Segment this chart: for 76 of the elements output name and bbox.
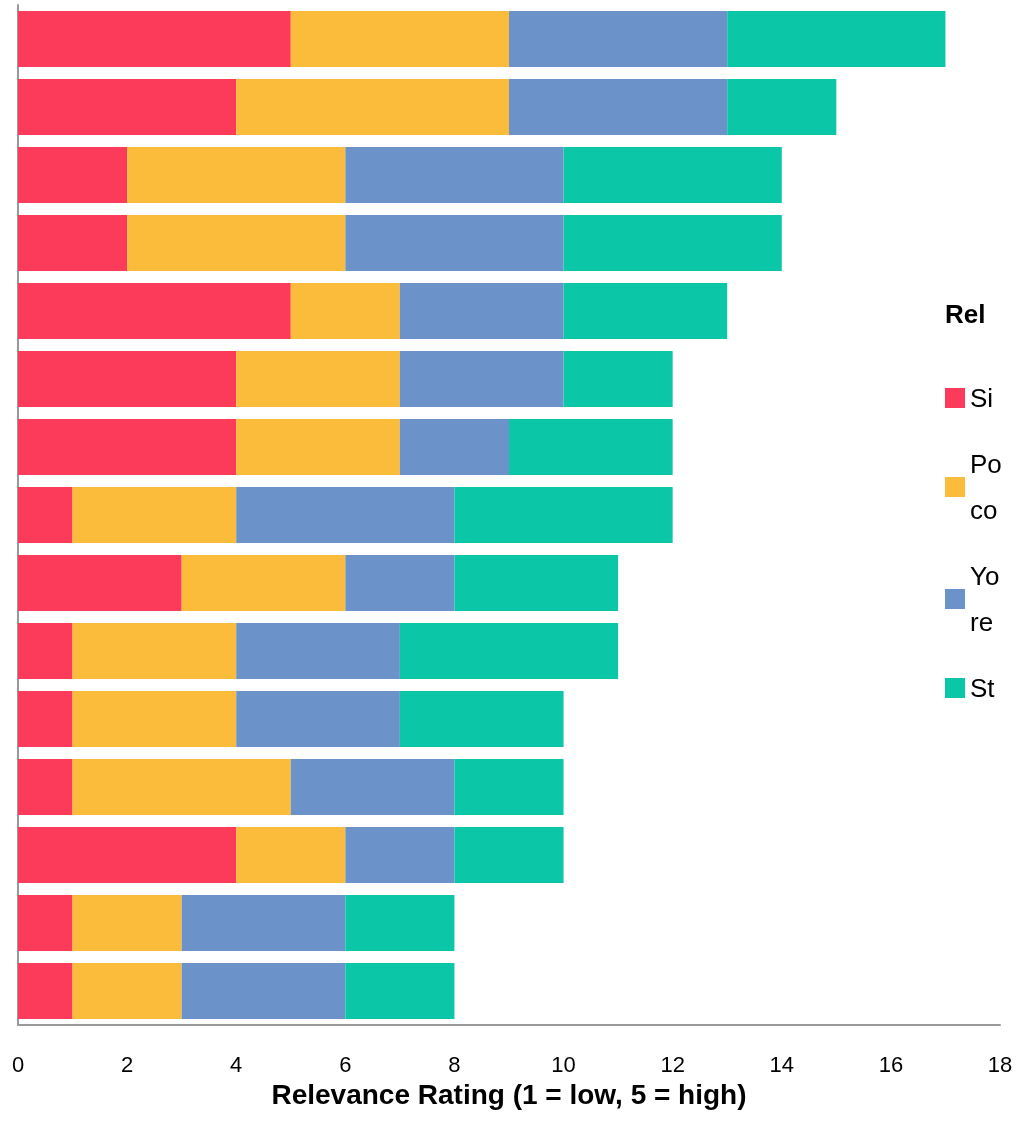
bar	[18, 623, 73, 679]
bar	[290, 283, 400, 339]
bar	[18, 215, 128, 271]
x-tick-label: 6	[339, 1051, 352, 1077]
bar	[236, 827, 346, 883]
bar	[399, 283, 564, 339]
legend-label: Si	[970, 383, 994, 413]
x-tick-label: 18	[987, 1051, 1013, 1077]
x-tick-label: 16	[878, 1051, 904, 1077]
bar	[181, 895, 346, 951]
bar	[345, 895, 455, 951]
bar	[236, 79, 509, 135]
bar	[72, 487, 237, 543]
bar	[18, 419, 237, 475]
bar	[72, 963, 182, 1019]
bar	[72, 895, 182, 951]
bar	[290, 11, 509, 67]
legend-title: Rel	[945, 299, 986, 329]
bar	[563, 147, 782, 203]
bar	[509, 419, 673, 475]
bar	[18, 351, 237, 407]
bar	[181, 555, 346, 611]
bar	[236, 623, 400, 679]
bar	[181, 963, 346, 1019]
bar	[127, 147, 346, 203]
bar	[345, 147, 564, 203]
bar	[236, 691, 400, 747]
bar	[563, 283, 728, 339]
bar	[18, 283, 291, 339]
bar	[236, 487, 455, 543]
bar	[509, 79, 728, 135]
bar	[399, 623, 619, 679]
bar	[454, 759, 564, 815]
bar	[454, 487, 673, 543]
x-tick-label: 0	[11, 1051, 25, 1077]
bar	[345, 555, 455, 611]
x-tick-label: 4	[230, 1051, 243, 1077]
bar	[345, 827, 455, 883]
bar	[399, 351, 564, 407]
bar	[18, 487, 73, 543]
bar	[399, 691, 564, 747]
bar	[18, 827, 237, 883]
x-tick-label: 14	[769, 1051, 795, 1077]
bar	[345, 963, 455, 1019]
x-axis-title: Relevance Rating (1 = low, 5 = high)	[271, 1078, 747, 1110]
bar	[236, 351, 400, 407]
legend-label: Po co	[970, 449, 1002, 525]
bar	[72, 691, 237, 747]
bar	[454, 827, 564, 883]
bar	[509, 11, 728, 67]
bar	[18, 895, 73, 951]
bar	[563, 351, 673, 407]
bar	[399, 419, 509, 475]
bar	[127, 215, 346, 271]
x-tick-label: 12	[660, 1051, 685, 1077]
bar	[454, 555, 619, 611]
bar	[18, 11, 291, 67]
bar	[72, 623, 237, 679]
legend-label: Yo re	[970, 561, 1000, 637]
bar	[290, 759, 455, 815]
bar	[236, 419, 400, 475]
x-tick-label: 10	[551, 1051, 576, 1077]
bar	[727, 79, 837, 135]
bar	[18, 963, 73, 1019]
bar	[18, 147, 128, 203]
x-tick-label: 8	[448, 1051, 461, 1077]
bar	[727, 11, 946, 67]
x-tick-label: 2	[120, 1051, 134, 1077]
bar	[345, 215, 564, 271]
bar	[72, 759, 291, 815]
bar	[18, 555, 182, 611]
bar	[18, 79, 237, 135]
bar	[18, 759, 73, 815]
legend-label: St	[970, 673, 996, 703]
bar	[18, 691, 73, 747]
bar	[563, 215, 782, 271]
